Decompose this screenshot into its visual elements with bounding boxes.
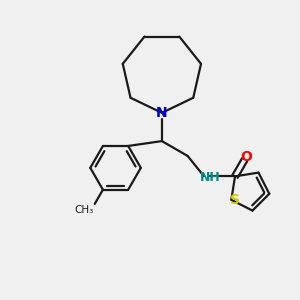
Text: O: O xyxy=(240,150,252,164)
Text: S: S xyxy=(230,193,240,207)
Text: CH₃: CH₃ xyxy=(74,206,93,215)
Text: NH: NH xyxy=(200,171,221,184)
Text: N: N xyxy=(156,106,168,120)
